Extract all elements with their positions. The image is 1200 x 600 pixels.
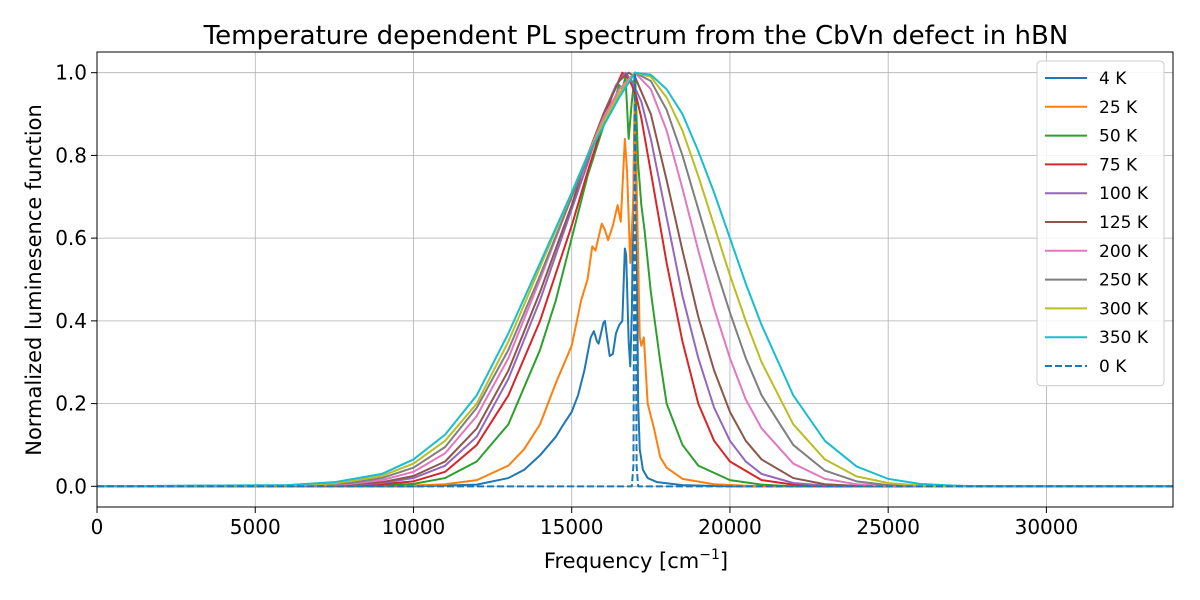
x-tick-label: 25000 [856,515,920,539]
y-axis-label: Normalized luminesence function [22,104,46,456]
series-line-50k [97,71,1173,488]
series-line-25k [97,71,1173,488]
legend-label: 350 K [1099,328,1149,348]
legend-label: 250 K [1099,271,1149,291]
axis-ticks: 0 5000 10000 15000 20000 25000 30000 0.0 0.2 0.4 0… [55,61,1078,539]
x-axis-label-suffix: ] [720,549,728,573]
y-tick-label: 0.0 [55,474,87,498]
legend-label: 75 K [1099,155,1138,175]
x-tick-label: 20000 [698,515,762,539]
series-line-75k [97,71,1173,488]
x-tick-label: 10000 [382,515,446,539]
legend-label: 25 K [1099,98,1138,118]
series-line-350k [97,71,1173,488]
x-axis-label-exponent: −1 [699,547,720,563]
x-axis-label: Frequency [cm−1] [544,547,728,573]
legend-label: 100 K [1099,184,1149,204]
legend-label: 50 K [1099,127,1138,147]
x-tick-label: 30000 [1015,515,1079,539]
x-tick-label: 0 [91,515,104,539]
legend-label: 200 K [1099,242,1149,262]
legend: 4 K 25 K 50 K 75 K 100 K 125 K 200 K 250 K 300 K… [1036,60,1165,387]
legend-label: 125 K [1099,213,1149,233]
x-tick-label: 5000 [230,515,281,539]
legend-label: 0 K [1099,357,1127,377]
y-tick-label: 0.6 [55,226,87,250]
y-tick-label: 0.4 [55,309,87,333]
series-line-100k [97,71,1173,488]
series-line-0k [97,71,1173,488]
legend-label: 4 K [1099,69,1127,89]
y-tick-label: 0.8 [55,143,87,167]
x-tick-label: 15000 [540,515,604,539]
plot-area [97,71,1173,488]
y-tick-label: 0.2 [55,392,87,416]
legend-label: 300 K [1099,299,1149,319]
y-tick-label: 1.0 [55,61,87,85]
chart-title: Temperature dependent PL spectrum from t… [203,21,1069,51]
series-line-200k [97,71,1173,488]
series-line-300k [97,71,1173,488]
series-line-4k [97,71,1173,488]
plot-frame [96,51,1174,508]
legend-box [1036,60,1165,387]
series-line-250k [97,71,1173,488]
